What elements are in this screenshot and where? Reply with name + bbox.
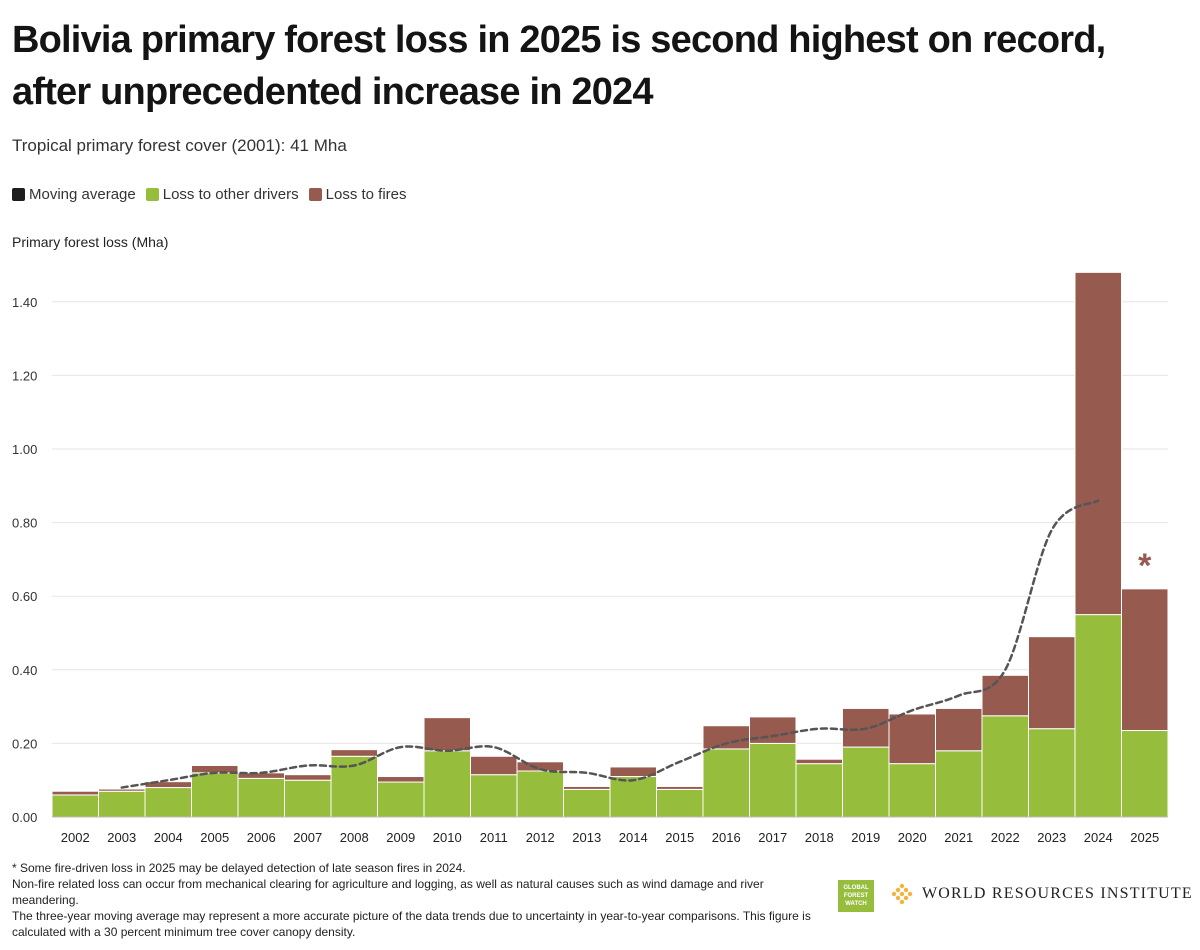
x-tick-label: 2025 bbox=[1130, 830, 1159, 845]
gfw-logo-text: GLOBAL FOREST WATCH bbox=[843, 885, 869, 907]
annotation-asterisk: * bbox=[1138, 547, 1152, 585]
bar-other-drivers bbox=[144, 787, 192, 818]
footnote-moving-average: The three-year moving average may repres… bbox=[12, 909, 811, 939]
bar-fires bbox=[330, 749, 378, 757]
bar-fires bbox=[1028, 636, 1076, 730]
bar-other-drivers bbox=[888, 763, 936, 818]
bar-fires bbox=[51, 790, 99, 796]
bar-other-drivers bbox=[981, 715, 1029, 818]
footnote-asterisk: * Some fire-driven loss in 2025 may be d… bbox=[12, 861, 466, 875]
y-axis-label: Primary forest loss (Mha) bbox=[12, 234, 169, 250]
bar-fires bbox=[284, 774, 332, 781]
bar-other-drivers bbox=[702, 748, 750, 818]
bar-fires bbox=[98, 788, 146, 792]
legend-label-fires: Loss to fires bbox=[325, 186, 407, 203]
bar-fires bbox=[702, 725, 750, 750]
bar-other-drivers bbox=[1074, 614, 1122, 818]
chart-title: Bolivia primary forest loss in 2025 is s… bbox=[12, 19, 1106, 113]
bar-other-drivers bbox=[191, 772, 239, 818]
bar-other-drivers bbox=[749, 742, 797, 818]
y-tick-label: 0.20 bbox=[12, 736, 37, 751]
x-tick-label: 2010 bbox=[433, 830, 462, 845]
bar-other-drivers bbox=[237, 777, 285, 818]
x-tick-label: 2009 bbox=[386, 830, 415, 845]
x-tick-label: 2014 bbox=[619, 830, 648, 845]
y-tick-label: 0.00 bbox=[12, 810, 37, 825]
bar-other-drivers bbox=[563, 788, 611, 818]
bar-other-drivers bbox=[51, 794, 99, 818]
bar-other-drivers bbox=[1121, 730, 1169, 818]
bar-other-drivers bbox=[423, 750, 471, 818]
bar-fires bbox=[609, 766, 657, 778]
bar-other-drivers bbox=[516, 770, 564, 818]
x-tick-label: 2021 bbox=[944, 830, 973, 845]
x-tick-label: 2012 bbox=[526, 830, 555, 845]
x-tick-label: 2015 bbox=[665, 830, 694, 845]
bar-other-drivers bbox=[935, 750, 983, 818]
bar-other-drivers bbox=[1028, 728, 1076, 818]
bar-other-drivers bbox=[284, 779, 332, 818]
x-tick-label: 2002 bbox=[61, 830, 90, 845]
y-tick-label: 0.60 bbox=[12, 589, 37, 604]
x-tick-label: 2024 bbox=[1084, 830, 1113, 845]
bar-fires bbox=[656, 785, 704, 790]
y-tick-label: 0.80 bbox=[12, 516, 37, 531]
y-tick-label: 0.40 bbox=[12, 663, 37, 678]
x-tick-label: 2006 bbox=[247, 830, 276, 845]
bar-other-drivers bbox=[470, 774, 518, 818]
bar-fires bbox=[1074, 271, 1122, 616]
legend-item-fires: Loss to fires bbox=[308, 186, 407, 203]
bar-fires bbox=[377, 776, 425, 783]
x-tick-label: 2023 bbox=[1037, 830, 1066, 845]
footnote-non-fire: Non-fire related loss can occur from mec… bbox=[12, 877, 764, 907]
y-tick-label: 1.40 bbox=[12, 295, 37, 310]
legend-swatch-moving-average bbox=[12, 188, 25, 201]
x-tick-label: 2018 bbox=[805, 830, 834, 845]
wri-logo: WORLD RESOURCES INSTITUTE bbox=[890, 882, 1193, 906]
legend-swatch-fires bbox=[308, 188, 322, 201]
chart-subtitle: Tropical primary forest cover (2001): 41… bbox=[12, 136, 347, 155]
legend-item-moving-average: Moving average bbox=[12, 186, 136, 203]
x-tick-label: 2013 bbox=[572, 830, 601, 845]
x-tick-label: 2020 bbox=[898, 830, 927, 845]
x-tick-label: 2022 bbox=[991, 830, 1020, 845]
chart-legend: Moving average Loss to other drivers Los… bbox=[12, 186, 407, 203]
x-tick-label: 2019 bbox=[851, 830, 880, 845]
wri-emblem-icon bbox=[891, 883, 913, 905]
x-tick-label: 2008 bbox=[340, 830, 369, 845]
bar-fires bbox=[888, 713, 936, 765]
bar-fires bbox=[935, 707, 983, 752]
bar-fires bbox=[1121, 588, 1169, 732]
x-tick-label: 2005 bbox=[200, 830, 229, 845]
bar-other-drivers bbox=[656, 788, 704, 818]
bar-other-drivers bbox=[842, 746, 890, 818]
footnotes: * Some fire-driven loss in 2025 may be d… bbox=[12, 860, 812, 940]
y-tick-label: 1.00 bbox=[12, 442, 37, 457]
chart-plot: 0.00 0.20 0.40 0.60 0.80 1.00 1.20 1.40 2002 2003… bbox=[12, 271, 1169, 845]
bar-other-drivers bbox=[609, 776, 657, 818]
legend-swatch-other-drivers bbox=[145, 188, 159, 201]
legend-label-other-drivers: Loss to other drivers bbox=[162, 186, 299, 203]
bar-fires bbox=[423, 717, 471, 752]
x-tick-label: 2003 bbox=[107, 830, 136, 845]
legend-label-moving-average: Moving average bbox=[29, 186, 136, 203]
moving-average-line bbox=[120, 499, 1100, 789]
global-forest-watch-logo: GLOBAL FOREST WATCH bbox=[838, 880, 874, 912]
x-tick-label: 2004 bbox=[154, 830, 183, 845]
bar-fires bbox=[981, 674, 1029, 717]
legend-item-other-drivers: Loss to other drivers bbox=[145, 186, 299, 203]
x-tick-label: 2017 bbox=[758, 830, 787, 845]
bar-fires bbox=[470, 755, 518, 776]
bar-other-drivers bbox=[795, 763, 843, 818]
bar-fires bbox=[563, 785, 611, 790]
y-tick-label: 1.20 bbox=[12, 368, 37, 383]
bar-other-drivers bbox=[98, 790, 146, 818]
bar-fires bbox=[516, 761, 564, 772]
wri-name: WORLD RESOURCES INSTITUTE bbox=[922, 885, 1193, 902]
bar-other-drivers bbox=[377, 781, 425, 818]
x-tick-label: 2011 bbox=[480, 830, 508, 845]
bar-fires bbox=[795, 758, 843, 765]
x-tick-label: 2016 bbox=[712, 830, 741, 845]
x-tick-label: 2007 bbox=[293, 830, 322, 845]
